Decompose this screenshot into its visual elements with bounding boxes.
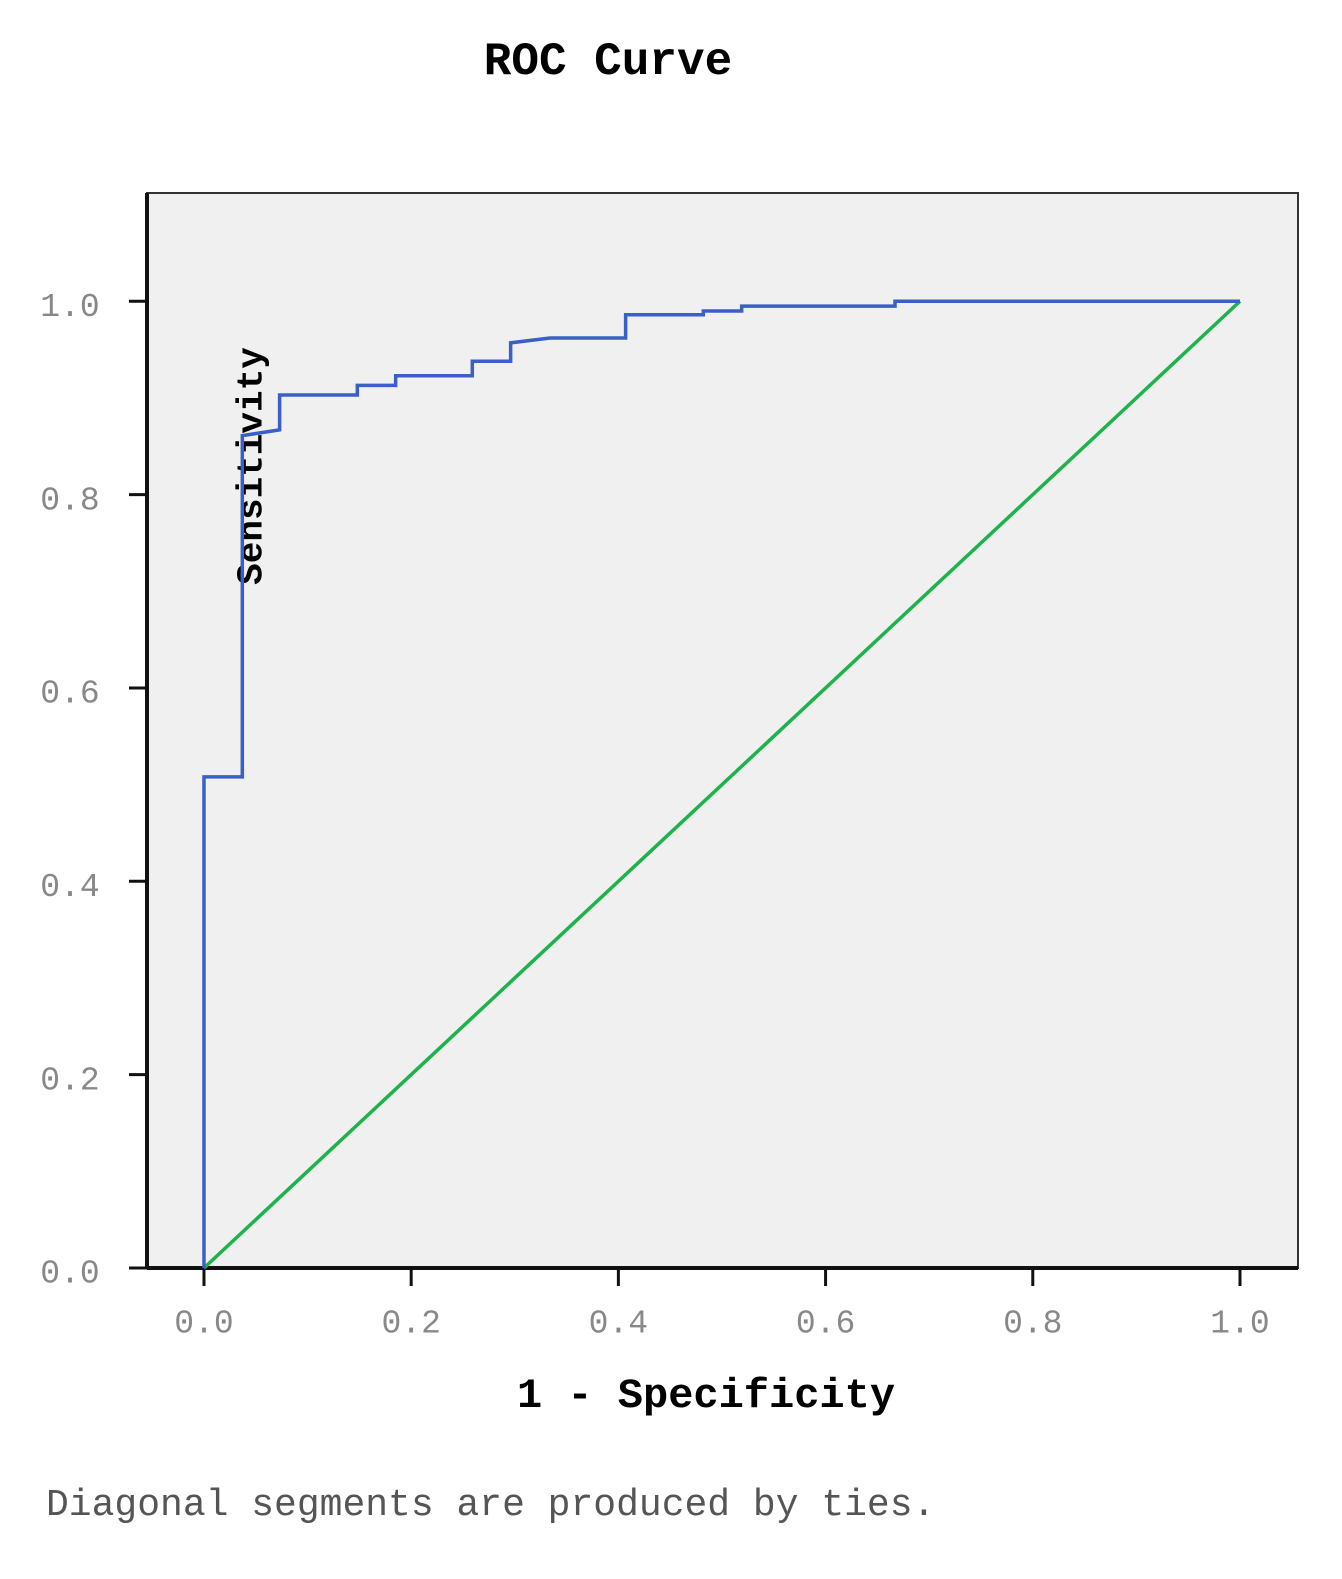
y-tick-label: 0.4 <box>40 869 99 906</box>
y-tick-label: 0.0 <box>40 1256 99 1293</box>
y-axis-label: Sensitivity <box>232 347 273 585</box>
x-tick-label: 0.0 <box>174 1306 233 1343</box>
x-tick-label: 0.4 <box>589 1306 648 1343</box>
plot-area <box>146 192 1299 1269</box>
x-tick-label: 0.6 <box>796 1306 855 1343</box>
y-tick-label: 0.2 <box>40 1062 99 1099</box>
chart-title: ROC Curve <box>484 36 732 88</box>
y-tick-label: 0.6 <box>40 676 99 713</box>
y-tick-label: 0.8 <box>40 482 99 519</box>
x-tick-label: 0.8 <box>1003 1306 1062 1343</box>
x-tick-label: 1.0 <box>1210 1306 1269 1343</box>
x-tick-label: 0.2 <box>381 1306 440 1343</box>
series-line <box>202 299 1242 1270</box>
series-line <box>202 299 1240 1268</box>
x-axis-label: 1 - Specificity <box>517 1372 895 1420</box>
footnote: Diagonal segments are produced by ties. <box>46 1484 935 1527</box>
y-tick-label: 1.0 <box>40 289 99 326</box>
